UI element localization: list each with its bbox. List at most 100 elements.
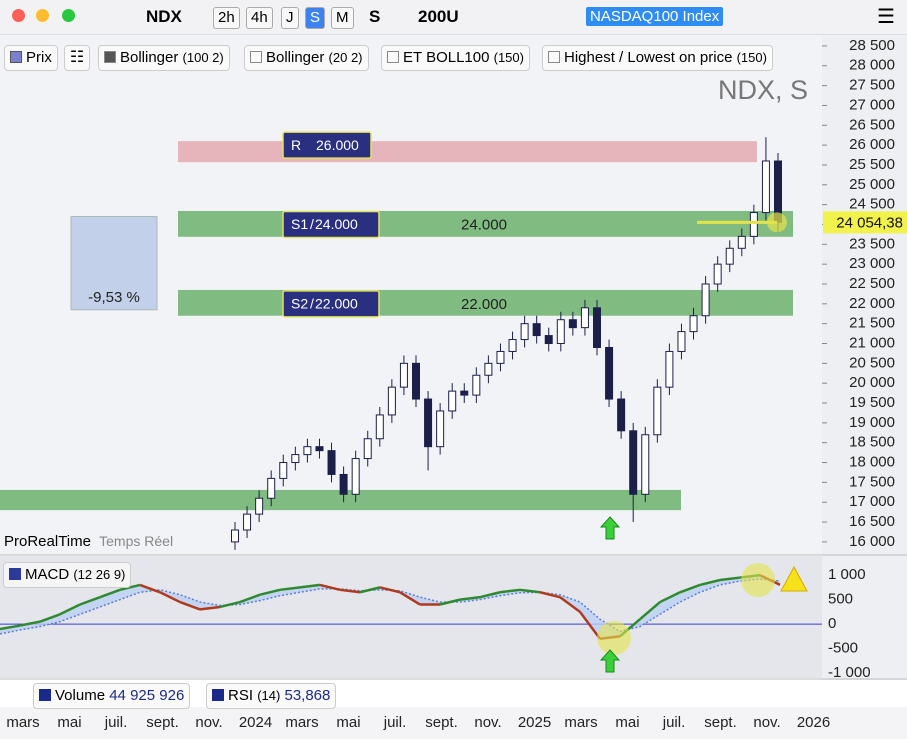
macd-segment	[399, 591, 421, 606]
close-button[interactable]	[12, 9, 25, 22]
x-tick-label: juil.	[383, 714, 407, 731]
x-tick-label: mai	[336, 714, 360, 731]
instrument[interactable]: NASDAQ100 Index	[586, 7, 724, 26]
x-tick-label: sept.	[146, 714, 179, 731]
macd-segment	[659, 591, 681, 604]
feed: Temps Réel	[99, 533, 174, 549]
candle-body	[568, 319, 577, 329]
list-button[interactable]: ☷	[64, 45, 90, 71]
macd-segment	[139, 583, 161, 594]
zoom-button[interactable]	[62, 9, 75, 22]
legend-item[interactable]: Highest / Lowest on price (150)	[542, 45, 773, 71]
indicator-name: Volume	[55, 687, 106, 704]
macd-segment	[479, 591, 501, 599]
y-tick-label: 25 500	[849, 156, 895, 173]
zone-name: S2	[291, 296, 308, 312]
legend-params: (100 2)	[182, 50, 224, 65]
y-tick-label: 27 500	[849, 77, 895, 94]
indicator-name: RSI	[228, 687, 254, 704]
candle-body	[725, 247, 734, 265]
legend-name: Highest / Lowest on price	[564, 49, 733, 66]
x-tick-label: sept.	[704, 714, 737, 731]
timeframe-button[interactable]: S	[305, 7, 326, 29]
macd-panel	[0, 556, 822, 678]
timeframe-button[interactable]: 4h	[246, 7, 273, 29]
candle-body	[605, 346, 614, 400]
macd-segment	[19, 620, 41, 627]
y-tick-label: 22 500	[849, 275, 895, 292]
zone-level: 26.000	[316, 137, 359, 153]
indicator-params: (14)	[257, 688, 281, 703]
candle-body	[267, 477, 276, 499]
timeframe-button[interactable]: M	[331, 7, 354, 29]
candle-body	[315, 446, 324, 452]
macd-params: (12 26 9)	[73, 567, 126, 582]
highlight	[597, 621, 631, 655]
candle-body	[677, 331, 686, 352]
candle-body	[689, 315, 698, 333]
candle-body	[231, 529, 239, 543]
legend-item[interactable]: Bollinger (20 2)	[244, 45, 369, 71]
zone	[178, 289, 793, 316]
y-tick-label: 500	[828, 591, 853, 608]
y-tick-label: 0	[828, 615, 836, 632]
zone-name: S1	[291, 216, 308, 232]
y-tick-label: 1 000	[828, 566, 866, 583]
y-tick-label: 24 500	[849, 196, 895, 213]
y-tick-label: 28 500	[849, 37, 895, 54]
zone-inner-label: 22.000	[461, 296, 507, 313]
warning	[780, 565, 808, 592]
macd-segment	[559, 596, 581, 613]
timeframe-button[interactable]: J	[281, 7, 299, 29]
indicator-value: 44 925 926	[109, 687, 185, 704]
candle-body	[387, 386, 396, 416]
macd-segment	[119, 583, 141, 592]
legend-item[interactable]: Prix	[4, 45, 58, 71]
legend-item[interactable]: ET BOLL100 (150)	[381, 45, 530, 71]
macd-legend[interactable]: MACD (12 26 9)	[3, 562, 132, 588]
last-price-box	[823, 211, 907, 234]
menu-button[interactable]: ☰	[877, 6, 895, 28]
macd-segment	[219, 600, 241, 609]
y-tick-label: 23 000	[849, 255, 895, 272]
zone-name: R	[291, 137, 301, 153]
candle-body	[713, 263, 722, 285]
zone	[0, 489, 681, 511]
macd-segment	[159, 591, 181, 604]
x-tick-label: mars	[6, 714, 39, 731]
x-tick-label: nov.	[474, 714, 501, 731]
legend-item[interactable]: Bollinger (100 2)	[98, 45, 230, 71]
macd-segment	[259, 588, 281, 596]
macd-segment	[239, 593, 261, 604]
units[interactable]: 200U	[418, 7, 459, 26]
zone	[178, 210, 793, 237]
x-tick-label: 2026	[797, 714, 830, 731]
candle-body	[653, 386, 662, 436]
indicator-legend[interactable]: RSI (14) 53,868	[206, 683, 337, 709]
toolbar: NDX 2h 4h J S M S 200U NASDAQ100 Index ☰	[0, 0, 907, 35]
candle-body	[737, 235, 746, 249]
y-tick-label: 17 000	[849, 493, 895, 510]
arrow	[599, 649, 621, 673]
x-tick-label: mars	[285, 714, 318, 731]
timeframe-button[interactable]: 2h	[213, 7, 240, 29]
macd-segment	[279, 586, 301, 592]
x-tick-label: 2025	[518, 714, 551, 731]
last-price-label: 24 054,38	[836, 214, 903, 231]
candle-body	[412, 362, 420, 400]
indicator-legend[interactable]: Volume 44 925 926	[33, 683, 191, 709]
x-tick-label: mars	[564, 714, 597, 731]
candle-body	[484, 362, 493, 376]
macd-segment	[539, 591, 561, 599]
macd-segment	[339, 588, 361, 594]
time-axis	[0, 707, 907, 739]
period[interactable]: S	[369, 7, 381, 26]
symbol[interactable]: NDX	[146, 7, 182, 26]
minimize-button[interactable]	[36, 9, 49, 22]
x-tick-label: 2024	[239, 714, 272, 731]
zone-level: 24.000	[315, 216, 358, 232]
legend-params: (150)	[493, 50, 524, 65]
y-tick-label: -1 000	[828, 664, 871, 681]
x-tick-label: mai	[615, 714, 639, 731]
